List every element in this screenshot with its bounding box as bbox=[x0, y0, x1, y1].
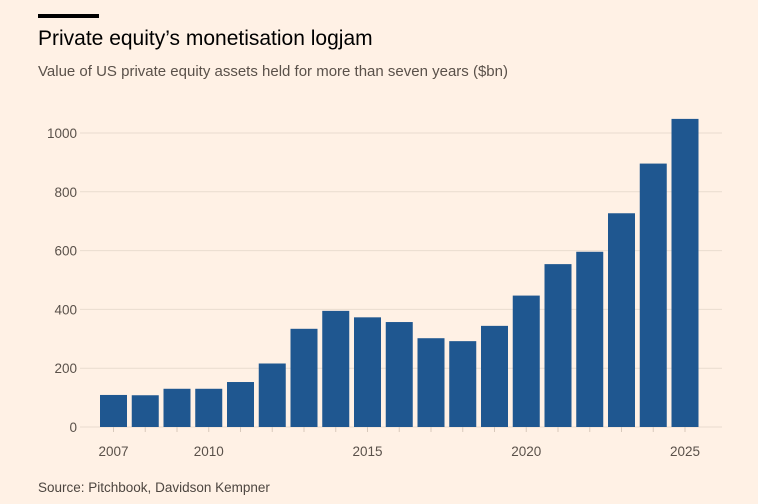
bar-2011 bbox=[227, 382, 254, 427]
x-tick-label: 2010 bbox=[194, 444, 224, 459]
bar-2013 bbox=[290, 328, 318, 427]
bar-2007 bbox=[100, 394, 127, 427]
chart-source: Source: Pitchbook, Davidson Kempner bbox=[38, 480, 270, 495]
y-tick-label: 200 bbox=[54, 361, 77, 376]
y-tick-label: 0 bbox=[69, 420, 77, 435]
bar-2023 bbox=[608, 213, 635, 427]
chart-title: Private equity’s monetisation logjam bbox=[38, 27, 373, 50]
bar-2009 bbox=[163, 388, 191, 427]
bar-2020 bbox=[512, 295, 540, 427]
bar-2010 bbox=[195, 388, 223, 427]
y-tick-label: 600 bbox=[54, 244, 77, 259]
bar-2024 bbox=[639, 163, 667, 428]
bar-2022 bbox=[576, 251, 604, 427]
bar-2018 bbox=[449, 341, 477, 427]
x-tick-label: 2007 bbox=[98, 444, 128, 459]
bar-2017 bbox=[417, 338, 445, 427]
bar-2016 bbox=[385, 322, 413, 427]
bar-2019 bbox=[481, 325, 508, 427]
x-tick-label: 2025 bbox=[670, 444, 700, 459]
y-tick-label: 400 bbox=[54, 302, 77, 317]
bar-2012 bbox=[258, 363, 286, 427]
y-tick-label: 800 bbox=[54, 185, 77, 200]
x-tick-label: 2015 bbox=[352, 444, 382, 459]
bar-2021 bbox=[544, 264, 572, 427]
bar-2025 bbox=[671, 118, 699, 427]
bar-2008 bbox=[131, 395, 159, 427]
title-accent-bar bbox=[38, 14, 99, 18]
x-tick-label: 2020 bbox=[511, 444, 541, 459]
y-tick-label: 1000 bbox=[47, 126, 77, 141]
chart-subtitle: Value of US private equity assets held f… bbox=[38, 63, 508, 80]
bar-2014 bbox=[322, 310, 350, 427]
bar-2015 bbox=[354, 317, 381, 427]
